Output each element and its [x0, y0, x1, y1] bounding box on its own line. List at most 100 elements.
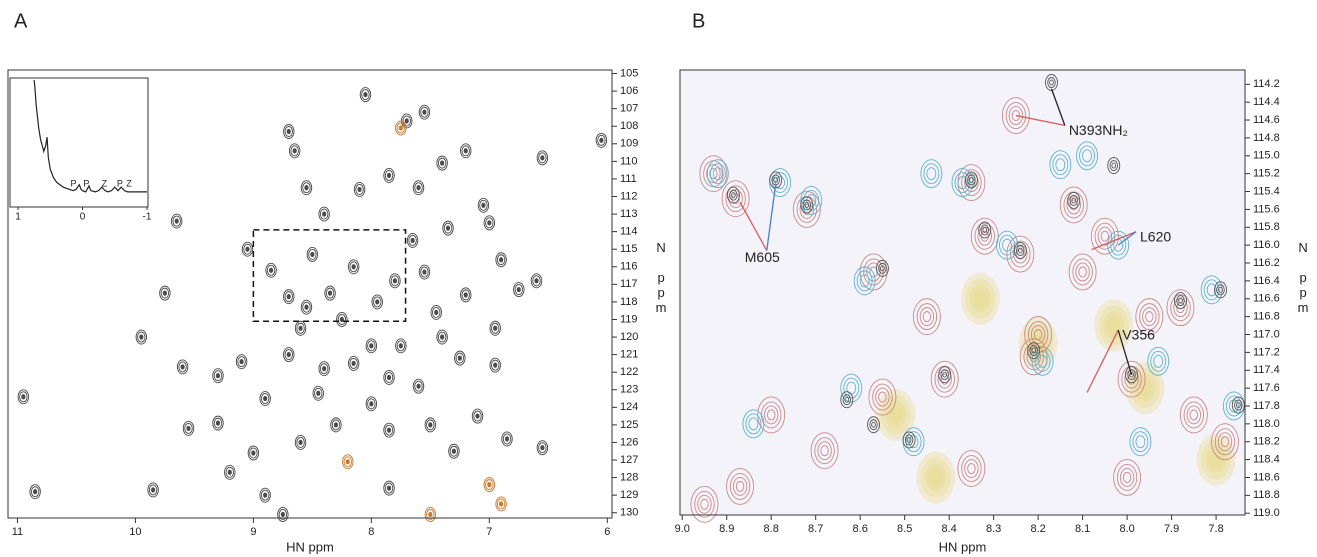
peak-contour	[424, 507, 437, 522]
peak-contour	[690, 485, 719, 523]
peak-contour	[1220, 436, 1230, 448]
peak-contour	[1069, 199, 1078, 211]
peak-contour	[147, 482, 159, 498]
peak-contour	[418, 264, 431, 280]
peak-contour	[844, 396, 850, 403]
peak-contour	[437, 331, 447, 343]
peak-contour	[721, 180, 750, 218]
peak-contour	[327, 290, 333, 296]
inset-x-tick-label: 0	[80, 212, 86, 223]
peak-contour	[951, 168, 974, 198]
peak-contour	[599, 137, 604, 143]
peak-contour	[386, 172, 392, 179]
peak-contour	[1016, 245, 1025, 256]
peak-contour	[1055, 158, 1066, 172]
peak-contour	[440, 334, 445, 340]
peak-contour	[300, 299, 313, 315]
peak-contour	[349, 261, 358, 273]
peak-contour	[538, 442, 547, 454]
peak-contour	[1111, 162, 1117, 169]
peak-contour	[820, 445, 829, 457]
peak-contour	[172, 215, 181, 227]
peak-contour	[495, 252, 507, 268]
peak-contour	[731, 192, 736, 199]
peak-contour	[1063, 191, 1084, 219]
peak-contour	[237, 356, 246, 368]
peak-contour	[800, 196, 814, 214]
peak-contour	[1094, 299, 1134, 352]
peak-contour	[513, 282, 525, 298]
peak-contour	[871, 421, 876, 428]
peak-contour	[1201, 439, 1232, 480]
peak-contour	[810, 432, 839, 470]
x-tick-label: 8.6	[853, 523, 868, 535]
peak-contour	[170, 213, 183, 229]
peak-contour	[414, 380, 423, 392]
peak-contour	[283, 347, 295, 363]
peak-contour	[351, 264, 356, 270]
peak-contour	[938, 366, 952, 384]
plot-frame	[679, 69, 1246, 516]
annotation-pointer	[1086, 329, 1119, 393]
y-tick-label: 127	[620, 454, 638, 466]
peak-contour	[359, 87, 372, 103]
x-tick-label: 8.3	[986, 523, 1001, 535]
peak-contour	[475, 413, 480, 419]
peak-contour	[322, 211, 327, 217]
peak-contour	[1236, 402, 1241, 409]
peak-contour	[135, 329, 148, 345]
peak-contour	[764, 405, 779, 425]
peak-contour	[349, 357, 358, 369]
annotation: V356	[1122, 327, 1155, 343]
peak-contour	[957, 176, 968, 190]
y-tick-label: 115	[620, 243, 638, 255]
peak-contour	[302, 301, 311, 313]
peak-contour	[1119, 468, 1135, 487]
peak-contour	[745, 413, 762, 435]
y-tick-label: 111	[620, 173, 637, 185]
peak-contour	[875, 259, 889, 277]
peak-contour	[906, 436, 912, 443]
inset-peak-label: Z	[102, 178, 108, 188]
peak-contour	[420, 266, 429, 278]
peak-contour	[1031, 346, 1054, 376]
peak-contour	[471, 408, 484, 424]
peak-contour	[294, 435, 307, 450]
peak-contour	[970, 217, 999, 255]
peak-contour	[310, 251, 315, 258]
peak-contour	[1124, 369, 1139, 389]
peak-contour	[1075, 262, 1090, 282]
peak-contour	[245, 246, 250, 252]
peak-contour	[530, 273, 543, 289]
peak-contour	[726, 467, 755, 505]
peak-contour	[728, 189, 743, 209]
peak-contour	[278, 509, 288, 520]
annotation: L620	[1140, 228, 1171, 244]
peak-contour	[889, 405, 903, 424]
peak-contour	[398, 343, 403, 349]
y-tick-label: 116.2	[1253, 257, 1280, 269]
peak-contour	[916, 451, 956, 504]
peak-contour	[1109, 160, 1118, 172]
x-tick-label: 11	[12, 526, 23, 538]
peak-contour	[259, 487, 271, 503]
peak-contour	[322, 366, 327, 372]
y-tick-label: 118.6	[1253, 471, 1280, 483]
y-tick-label: 120	[620, 331, 638, 343]
peak-contour	[961, 169, 982, 197]
peak-contour	[1129, 371, 1134, 378]
y-tick-label: 116.0	[1253, 239, 1280, 251]
peak-contour	[283, 124, 295, 139]
y-tick-label: 118.0	[1253, 418, 1280, 430]
peak-contour	[384, 372, 394, 383]
peak-contour	[501, 431, 513, 447]
peak-contour	[748, 417, 759, 431]
peak-contour	[239, 358, 244, 365]
peak-contour	[496, 498, 506, 510]
peak-contour	[436, 155, 448, 171]
peak-contour	[355, 184, 364, 195]
peak-contour	[1217, 432, 1233, 452]
peak-contour	[184, 422, 193, 434]
peak-contour	[856, 270, 873, 292]
peak-contour	[493, 325, 498, 331]
